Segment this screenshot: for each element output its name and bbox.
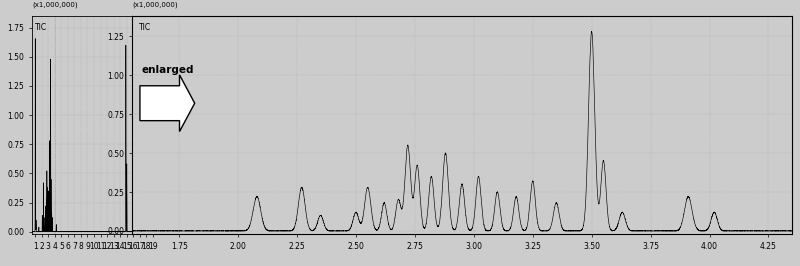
Text: TIC: TIC bbox=[138, 23, 150, 31]
Text: (x1,000,000): (x1,000,000) bbox=[32, 2, 78, 8]
Text: TIC: TIC bbox=[34, 23, 46, 31]
Text: (x1,000,000): (x1,000,000) bbox=[132, 2, 178, 8]
Text: enlarged: enlarged bbox=[142, 65, 194, 76]
Polygon shape bbox=[140, 75, 194, 132]
